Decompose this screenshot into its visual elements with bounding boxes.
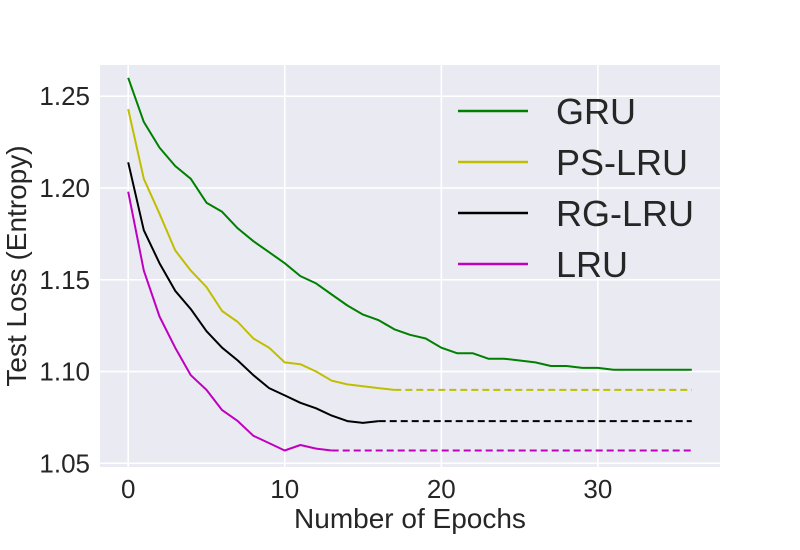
y-tick-label: 1.20 — [39, 173, 90, 203]
y-axis-label: Test Loss (Entropy) — [1, 145, 32, 386]
series-line-rg-lru — [127, 162, 379, 424]
series-line-lru — [127, 191, 332, 452]
plot-background — [100, 65, 720, 467]
x-tick-label: 30 — [583, 474, 612, 504]
ticks: 0 10 20 30 1.05 1.10 1.15 1.20 1.25 — [39, 81, 612, 504]
x-tick-label: 10 — [270, 474, 299, 504]
grid — [100, 65, 720, 467]
legend-label-rg-lru: RG-LRU — [556, 193, 694, 234]
series-line-ps-lru — [127, 108, 395, 391]
y-tick-label: 1.05 — [39, 448, 90, 478]
x-axis-label: Number of Epochs — [294, 503, 526, 534]
x-tick-label: 20 — [427, 474, 456, 504]
series-lines — [127, 77, 692, 452]
x-tick-label: 0 — [121, 474, 135, 504]
y-tick-label: 1.25 — [39, 81, 90, 111]
legend: GRU PS-LRU RG-LRU LRU — [458, 91, 694, 285]
legend-label-gru: GRU — [556, 91, 636, 132]
legend-label-ps-lru: PS-LRU — [556, 142, 688, 183]
y-tick-label: 1.10 — [39, 357, 90, 387]
series-line-gru — [127, 77, 692, 371]
y-tick-label: 1.15 — [39, 265, 90, 295]
legend-label-lru: LRU — [556, 244, 628, 285]
